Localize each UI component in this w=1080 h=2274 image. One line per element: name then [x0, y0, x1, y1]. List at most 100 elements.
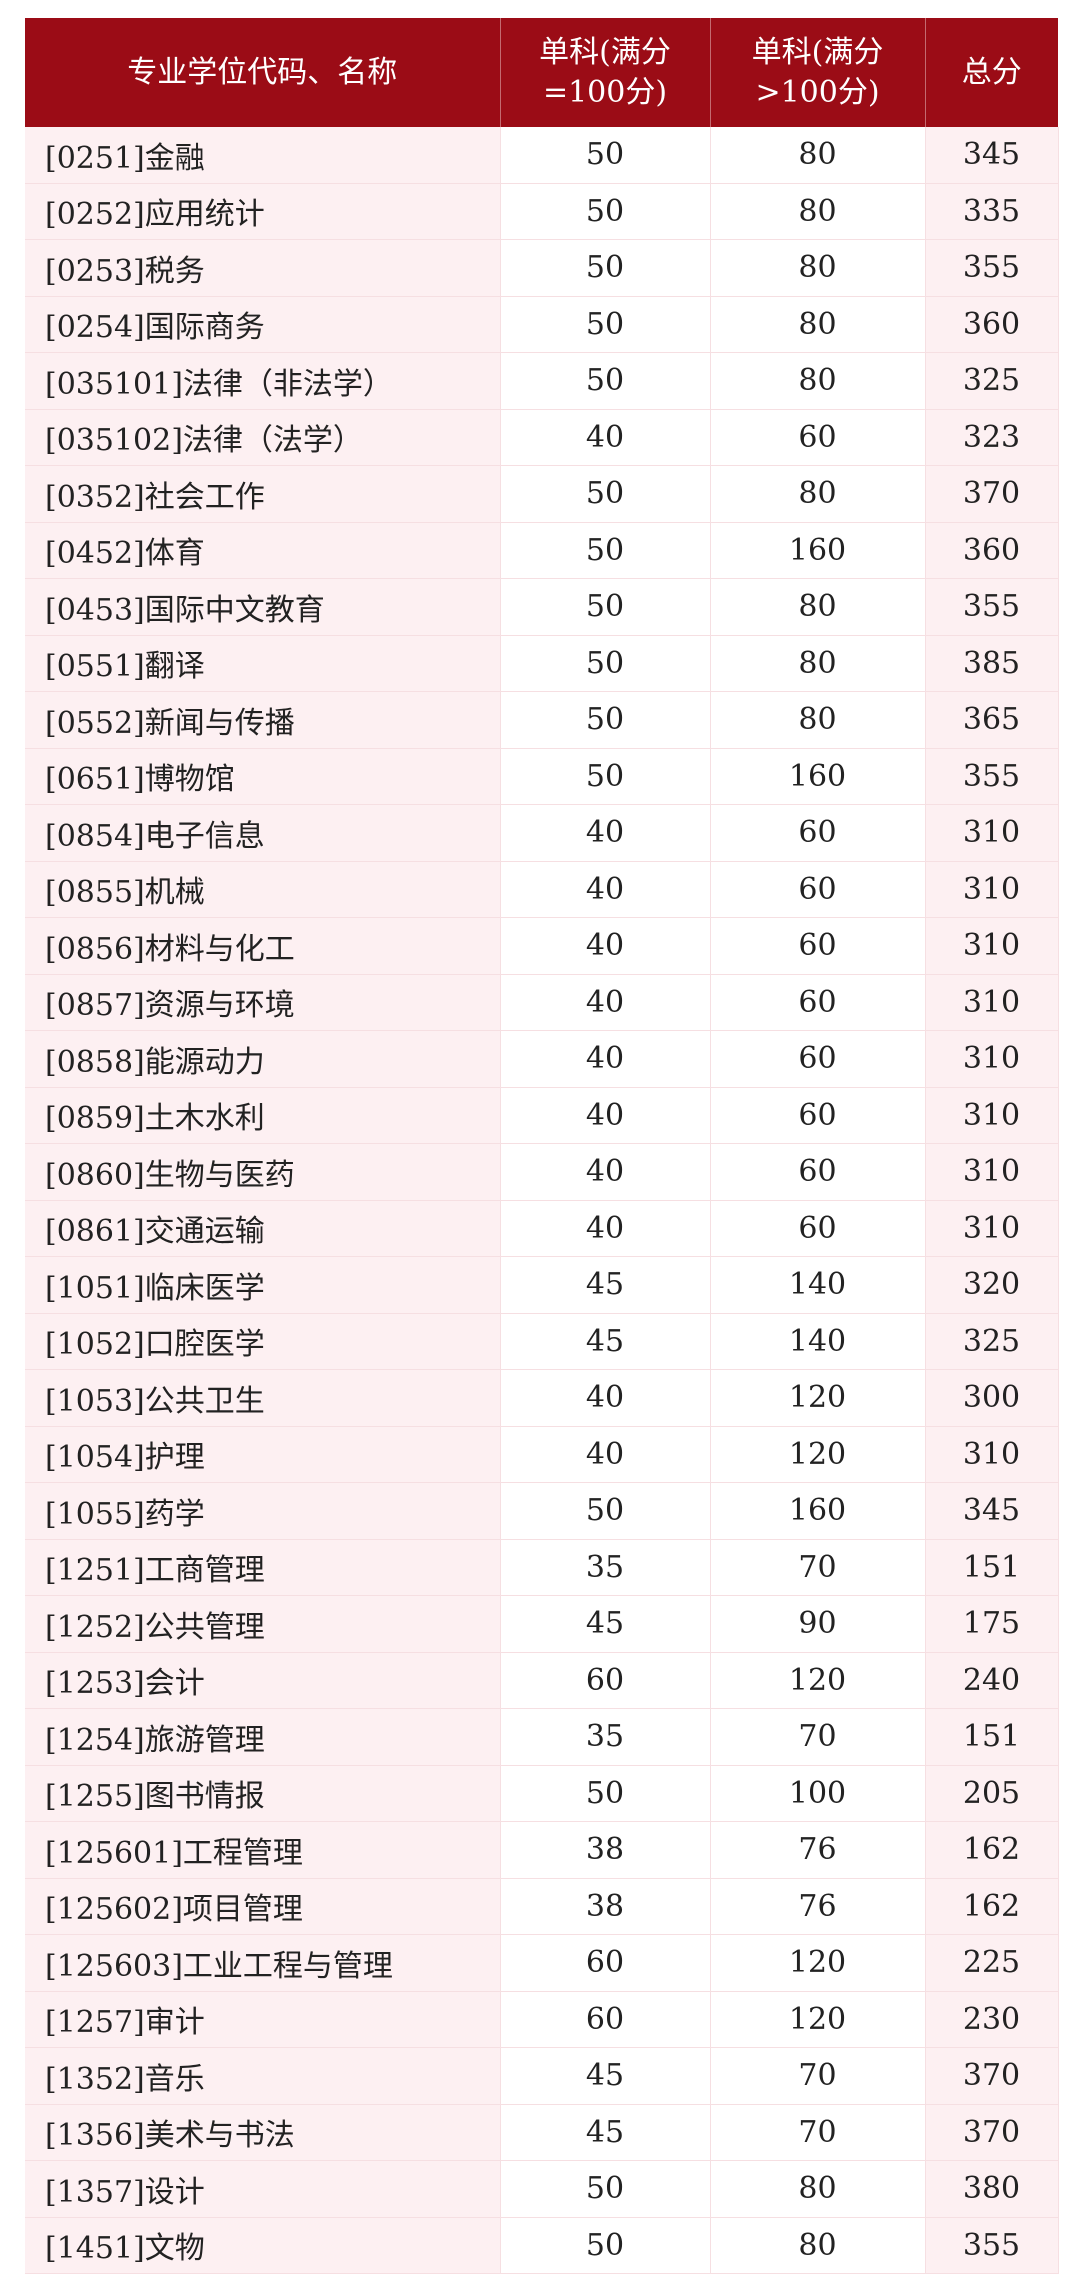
table-row: [0855]机械 40 60 310	[25, 861, 1059, 918]
total-cell: 370	[925, 465, 1059, 523]
major-name-cell: [1254]旅游管理	[25, 1708, 501, 1766]
single-over-100-cell: 160	[710, 1482, 926, 1540]
major-name-cell: [1451]文物	[25, 2217, 501, 2274]
table-row: [125602]项目管理 38 76 162	[25, 1878, 1059, 1935]
total-cell: 310	[925, 804, 1059, 862]
table-row: [0854]电子信息 40 60 310	[25, 804, 1059, 862]
table-row: [035102]法律（法学） 40 60 323	[25, 409, 1059, 466]
single-over-100-cell: 80	[710, 465, 926, 523]
single-100-cell: 40	[500, 861, 711, 918]
major-name-cell: [125602]项目管理	[25, 1878, 501, 1935]
major-name-cell: [0860]生物与医药	[25, 1143, 501, 1201]
table-row: [0861]交通运输 40 60 310	[25, 1200, 1059, 1257]
single-100-cell: 50	[500, 127, 711, 184]
single-100-cell: 45	[500, 2104, 711, 2161]
single-100-cell: 40	[500, 1030, 711, 1088]
header-single-100: 单科(满分 =100分)	[500, 18, 711, 127]
total-cell: 162	[925, 1821, 1059, 1879]
total-cell: 370	[925, 2047, 1059, 2105]
single-100-cell: 38	[500, 1821, 711, 1879]
major-name-cell: [035102]法律（法学）	[25, 409, 501, 466]
table-row: [0253]税务 50 80 355	[25, 239, 1059, 297]
major-name-cell: [1055]药学	[25, 1482, 501, 1540]
single-100-cell: 50	[500, 691, 711, 749]
total-cell: 310	[925, 1087, 1059, 1144]
single-over-100-cell: 60	[710, 974, 926, 1031]
single-100-cell: 40	[500, 974, 711, 1031]
table-row: [0859]土木水利 40 60 310	[25, 1087, 1059, 1144]
major-name-cell: [1051]临床医学	[25, 1256, 501, 1314]
total-cell: 385	[925, 635, 1059, 692]
single-over-100-cell: 80	[710, 635, 926, 692]
single-100-cell: 50	[500, 635, 711, 692]
single-over-100-cell: 140	[710, 1256, 926, 1314]
single-over-100-cell: 70	[710, 1708, 926, 1766]
table-row: [1357]设计 50 80 380	[25, 2160, 1059, 2218]
major-name-cell: [0452]体育	[25, 522, 501, 579]
table-row: [0251]金融 50 80 345	[25, 127, 1059, 184]
total-cell: 162	[925, 1878, 1059, 1935]
single-over-100-cell: 80	[710, 2160, 926, 2218]
single-over-100-cell: 160	[710, 522, 926, 579]
major-name-cell: [0453]国际中文教育	[25, 578, 501, 636]
total-cell: 355	[925, 2217, 1059, 2274]
total-cell: 310	[925, 974, 1059, 1031]
total-cell: 310	[925, 1030, 1059, 1088]
single-100-cell: 40	[500, 804, 711, 862]
header-single-over-100-line1: 单科(满分	[751, 34, 884, 70]
table-row: [0452]体育 50 160 360	[25, 522, 1059, 579]
major-name-cell: [0854]电子信息	[25, 804, 501, 862]
single-over-100-cell: 76	[710, 1821, 926, 1879]
header-single-over-100-line2: >100分)	[755, 74, 880, 110]
single-over-100-cell: 60	[710, 1200, 926, 1257]
single-over-100-cell: 60	[710, 804, 926, 862]
single-over-100-cell: 80	[710, 578, 926, 636]
total-cell: 320	[925, 1256, 1059, 1314]
single-over-100-cell: 60	[710, 1143, 926, 1201]
single-over-100-cell: 120	[710, 1991, 926, 2048]
table-row: [1252]公共管理 45 90 175	[25, 1595, 1059, 1653]
total-cell: 151	[925, 1539, 1059, 1596]
major-name-cell: [0251]金融	[25, 127, 501, 184]
major-name-cell: [035101]法律（非法学）	[25, 352, 501, 410]
major-name-cell: [1052]口腔医学	[25, 1313, 501, 1370]
single-100-cell: 45	[500, 1595, 711, 1653]
total-cell: 230	[925, 1991, 1059, 2048]
major-name-cell: [0857]资源与环境	[25, 974, 501, 1031]
table-row: [1451]文物 50 80 355	[25, 2217, 1059, 2274]
single-100-cell: 35	[500, 1539, 711, 1596]
single-100-cell: 50	[500, 578, 711, 636]
total-cell: 360	[925, 296, 1059, 353]
total-cell: 345	[925, 1482, 1059, 1540]
header-single-100-line2: =100分)	[542, 74, 668, 110]
single-over-100-cell: 120	[710, 1426, 926, 1483]
table-row: [0551]翻译 50 80 385	[25, 635, 1059, 692]
table-row: [125601]工程管理 38 76 162	[25, 1821, 1059, 1879]
single-over-100-cell: 80	[710, 2217, 926, 2274]
major-name-cell: [1053]公共卫生	[25, 1369, 501, 1427]
single-100-cell: 40	[500, 1143, 711, 1201]
single-100-cell: 50	[500, 522, 711, 579]
total-cell: 380	[925, 2160, 1059, 2218]
major-name-cell: [0352]社会工作	[25, 465, 501, 523]
single-100-cell: 45	[500, 1313, 711, 1370]
single-100-cell: 50	[500, 465, 711, 523]
total-cell: 355	[925, 578, 1059, 636]
header-major: 专业学位代码、名称	[25, 18, 501, 127]
total-cell: 325	[925, 352, 1059, 410]
header-row: 专业学位代码、名称 单科(满分 =100分) 单科(满分 >100分) 总分	[25, 18, 1058, 127]
table-row: [1055]药学 50 160 345	[25, 1482, 1059, 1540]
single-over-100-cell: 60	[710, 409, 926, 466]
single-100-cell: 60	[500, 1934, 711, 1992]
single-100-cell: 60	[500, 1991, 711, 2048]
single-over-100-cell: 70	[710, 2047, 926, 2105]
single-over-100-cell: 60	[710, 1030, 926, 1088]
single-over-100-cell: 120	[710, 1934, 926, 1992]
total-cell: 310	[925, 1426, 1059, 1483]
major-name-cell: [1352]音乐	[25, 2047, 501, 2105]
major-name-cell: [0651]博物馆	[25, 748, 501, 805]
total-cell: 355	[925, 239, 1059, 297]
major-name-cell: [0552]新闻与传播	[25, 691, 501, 749]
single-over-100-cell: 80	[710, 239, 926, 297]
single-100-cell: 60	[500, 1652, 711, 1709]
